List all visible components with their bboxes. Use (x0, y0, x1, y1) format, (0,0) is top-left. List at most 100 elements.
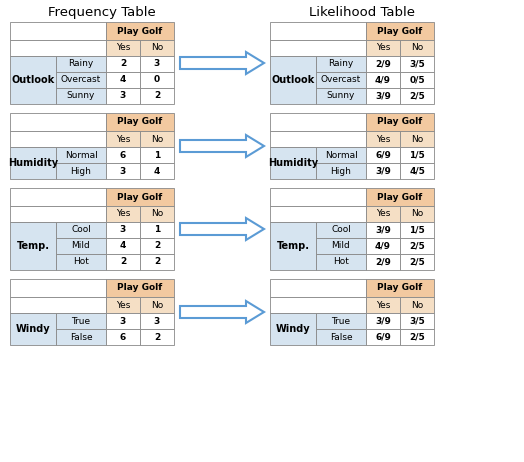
Bar (270, 297, 366, 313)
Text: High: High (331, 166, 352, 176)
Bar (140, 40, 174, 56)
Bar (316, 147, 366, 163)
Text: Normal: Normal (64, 151, 97, 159)
Bar (106, 313, 140, 329)
Bar (400, 254, 434, 270)
Bar (10, 40, 106, 56)
Text: No: No (411, 209, 423, 219)
Bar (106, 254, 140, 270)
Text: 2/5: 2/5 (409, 91, 425, 101)
Bar (106, 222, 140, 238)
Bar (106, 297, 140, 313)
Bar (270, 56, 316, 104)
Text: False: False (70, 333, 92, 341)
Bar (400, 147, 434, 163)
Text: Cool: Cool (331, 225, 351, 235)
Text: 0: 0 (154, 75, 160, 85)
Bar (366, 56, 400, 72)
Bar (10, 113, 106, 131)
Bar (56, 238, 106, 254)
Bar (400, 329, 434, 345)
Text: High: High (71, 166, 91, 176)
Text: Temp.: Temp. (16, 241, 49, 251)
Text: Overcast: Overcast (321, 75, 361, 85)
Bar (10, 206, 106, 222)
Text: 4: 4 (120, 75, 126, 85)
Text: 0/5: 0/5 (409, 75, 425, 85)
Bar (270, 279, 366, 297)
Bar (316, 88, 366, 104)
Bar (56, 56, 106, 72)
Bar (140, 56, 174, 72)
Bar (400, 72, 434, 88)
Text: 3/9: 3/9 (375, 166, 391, 176)
Bar (140, 72, 174, 88)
Bar (316, 163, 366, 179)
Bar (270, 131, 366, 147)
Text: Yes: Yes (116, 134, 130, 144)
Bar (316, 238, 366, 254)
Bar (366, 72, 400, 88)
Text: Play Golf: Play Golf (117, 284, 162, 292)
Text: True: True (332, 316, 351, 326)
Bar (106, 88, 140, 104)
Text: 3: 3 (120, 166, 126, 176)
Bar (56, 222, 106, 238)
Text: 6: 6 (120, 333, 126, 341)
Text: Yes: Yes (376, 209, 390, 219)
Text: Likelihood Table: Likelihood Table (309, 6, 415, 19)
Text: 2/5: 2/5 (409, 257, 425, 267)
Bar (366, 163, 400, 179)
Text: 4/5: 4/5 (409, 166, 425, 176)
Text: 3/5: 3/5 (409, 316, 425, 326)
Bar (140, 297, 174, 313)
Bar (400, 56, 434, 72)
Text: Play Golf: Play Golf (117, 26, 162, 36)
Text: 6: 6 (120, 151, 126, 159)
Text: 1: 1 (154, 225, 160, 235)
Bar (140, 329, 174, 345)
Text: Outlook: Outlook (12, 75, 54, 85)
Bar (10, 297, 106, 313)
Bar (270, 22, 366, 40)
Text: 6/9: 6/9 (375, 151, 391, 159)
Text: 2: 2 (154, 333, 160, 341)
Polygon shape (180, 135, 264, 157)
Bar (106, 238, 140, 254)
Text: Frequency Table: Frequency Table (48, 6, 156, 19)
Text: Yes: Yes (376, 134, 390, 144)
Text: No: No (151, 43, 163, 53)
Bar (400, 131, 434, 147)
Text: Hot: Hot (333, 257, 349, 267)
Text: 4/9: 4/9 (375, 75, 391, 85)
Bar (140, 131, 174, 147)
Bar (366, 40, 400, 56)
Bar (316, 254, 366, 270)
Bar (270, 222, 316, 270)
Bar (106, 163, 140, 179)
Text: 1/5: 1/5 (409, 151, 425, 159)
Bar (10, 56, 56, 104)
Text: 4/9: 4/9 (375, 242, 391, 250)
Text: 2: 2 (154, 242, 160, 250)
Bar (400, 206, 434, 222)
Bar (140, 206, 174, 222)
Text: 3: 3 (154, 316, 160, 326)
Text: Mild: Mild (332, 242, 351, 250)
Bar (106, 188, 174, 206)
Text: Windy: Windy (16, 324, 50, 334)
Text: 2/9: 2/9 (375, 257, 391, 267)
Polygon shape (180, 52, 264, 74)
Text: Outlook: Outlook (271, 75, 314, 85)
Bar (400, 88, 434, 104)
Bar (10, 222, 56, 270)
Text: 3/9: 3/9 (375, 91, 391, 101)
Text: Mild: Mild (72, 242, 90, 250)
Bar (316, 56, 366, 72)
Text: No: No (151, 300, 163, 310)
Text: Yes: Yes (376, 43, 390, 53)
Text: Yes: Yes (116, 43, 130, 53)
Bar (366, 131, 400, 147)
Text: Sunny: Sunny (67, 91, 95, 101)
Text: No: No (411, 134, 423, 144)
